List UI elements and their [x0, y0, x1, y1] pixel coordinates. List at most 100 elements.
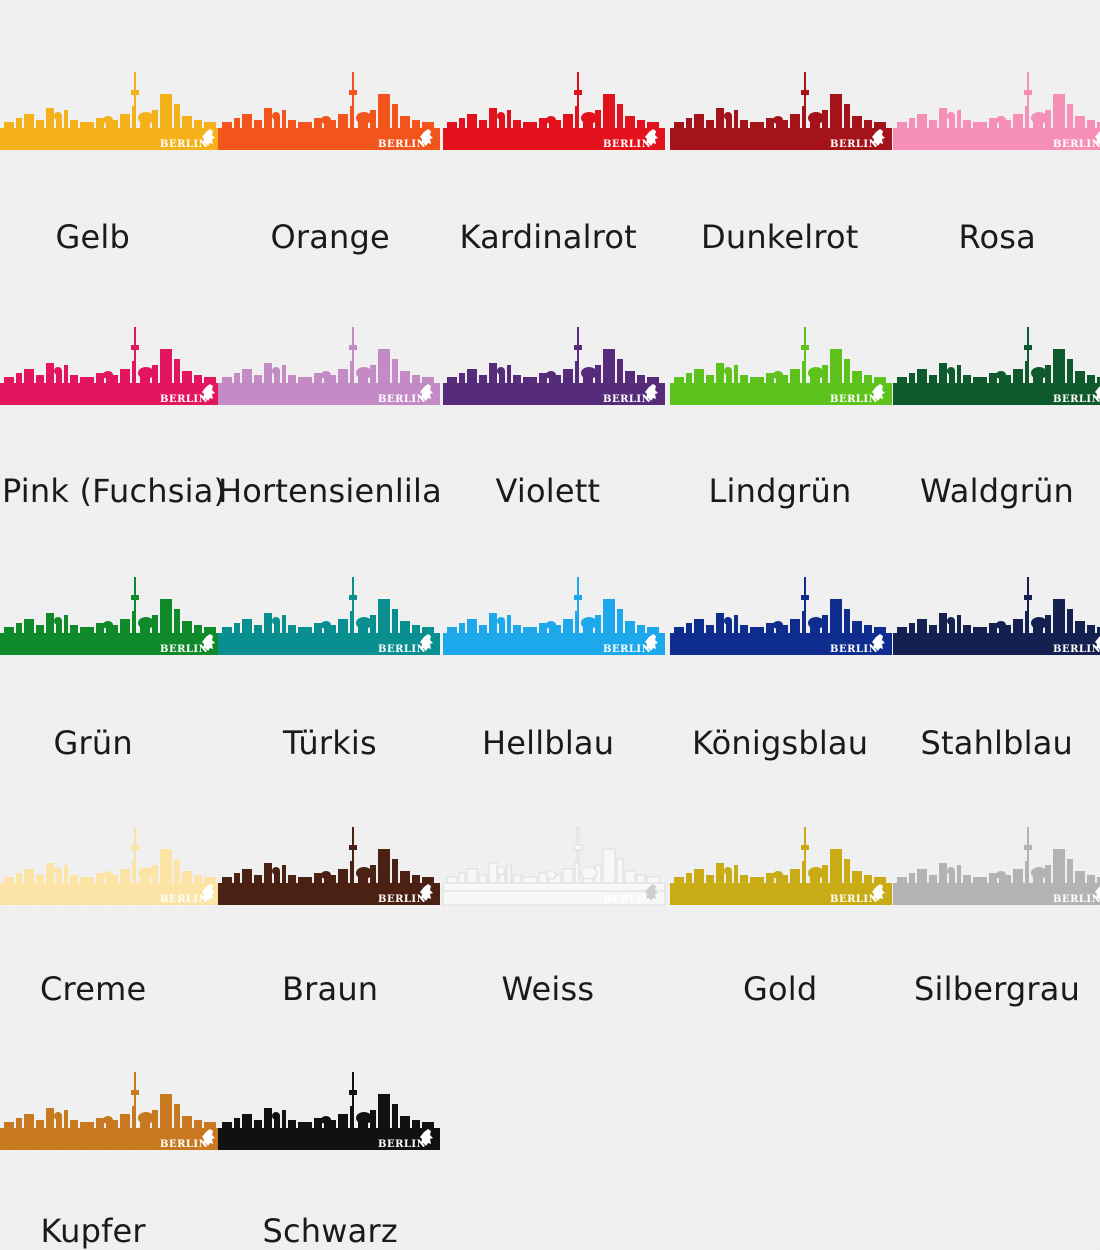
color-swatch[interactable]: BERLIN [893, 565, 1100, 655]
skyline-base-bar [0, 641, 222, 655]
color-swatch[interactable]: BERLIN [443, 565, 665, 655]
skyline-silhouette [670, 827, 892, 893]
color-name-label: Königsblau [692, 724, 869, 762]
skyline-base-bar [218, 1136, 440, 1150]
skyline-base-bar [443, 641, 665, 655]
color-swatch[interactable]: BERLIN [893, 315, 1100, 405]
berlin-bear-icon [1095, 131, 1100, 145]
skyline-silhouette [893, 577, 1100, 643]
berlin-wordmark: BERLIN [603, 644, 651, 655]
skyline-base-bar [893, 136, 1100, 150]
color-swatch[interactable]: BERLIN [218, 60, 440, 150]
berlin-skyline-icon: BERLIN [0, 1072, 222, 1150]
color-swatch[interactable]: BERLIN [893, 815, 1100, 905]
color-swatch[interactable]: BERLIN [218, 315, 440, 405]
skyline-silhouette [0, 72, 222, 138]
skyline-silhouette [0, 577, 222, 643]
berlin-skyline-icon: BERLIN [670, 577, 892, 655]
color-swatch[interactable]: BERLIN [218, 815, 440, 905]
skyline-base-bar [0, 891, 222, 905]
berlin-skyline-icon: BERLIN [0, 827, 222, 905]
skyline-base-bar [0, 391, 222, 405]
color-swatch[interactable]: BERLIN [0, 815, 222, 905]
berlin-bear-icon [872, 129, 885, 146]
berlin-bear-icon [645, 634, 658, 651]
skyline-base-bar [218, 391, 440, 405]
berlin-bear-icon [202, 129, 215, 146]
skyline-base-bar [0, 136, 222, 150]
color-swatch[interactable]: BERLIN [0, 60, 222, 150]
color-name-label: Kupfer [40, 1212, 146, 1250]
berlin-wordmark: BERLIN [378, 394, 426, 405]
color-swatch[interactable]: BERLIN [443, 60, 665, 150]
berlin-skyline-icon: BERLIN [893, 827, 1100, 905]
color-swatch[interactable]: BERLIN [0, 565, 222, 655]
skyline-base-bar [218, 891, 440, 905]
berlin-wordmark: BERLIN [830, 644, 878, 655]
skyline-silhouette [218, 72, 440, 138]
color-name-label: Rosa [958, 218, 1036, 256]
color-swatch[interactable]: BERLIN [442, 815, 666, 906]
berlin-bear-icon [872, 384, 885, 401]
skyline-silhouette [0, 327, 222, 393]
berlin-wordmark: BERLIN [603, 894, 651, 905]
color-name-label: Weiss [501, 970, 595, 1008]
color-name-label: Türkis [283, 724, 377, 762]
berlin-skyline-icon: BERLIN [442, 826, 666, 906]
color-name-label: Waldgrün [920, 472, 1075, 510]
color-name-label: Dunkelrot [701, 218, 859, 256]
berlin-wordmark: BERLIN [603, 139, 651, 150]
berlin-wordmark: BERLIN [378, 139, 426, 150]
skyline-base-bar [670, 891, 892, 905]
berlin-wordmark: BERLIN [160, 644, 208, 655]
berlin-skyline-icon: BERLIN [443, 327, 665, 405]
color-swatch[interactable]: BERLIN [670, 315, 892, 405]
skyline-silhouette [670, 577, 892, 643]
berlin-bear-icon [420, 1129, 433, 1146]
color-swatch[interactable]: BERLIN [893, 60, 1100, 150]
berlin-skyline-icon: BERLIN [218, 577, 440, 655]
berlin-wordmark: BERLIN [160, 894, 208, 905]
berlin-bear-icon [202, 1129, 215, 1146]
color-name-label: Hellblau [482, 724, 615, 762]
berlin-bear-icon [1095, 636, 1100, 650]
berlin-skyline-icon: BERLIN [0, 577, 222, 655]
color-swatch[interactable]: BERLIN [670, 565, 892, 655]
color-name-label: Kardinalrot [459, 218, 637, 256]
berlin-skyline-icon: BERLIN [218, 72, 440, 150]
berlin-bear-icon [420, 884, 433, 901]
color-name-label: Orange [270, 218, 390, 256]
color-swatch[interactable]: BERLIN [670, 60, 892, 150]
skyline-silhouette [443, 72, 665, 138]
color-swatch[interactable]: BERLIN [0, 1060, 222, 1150]
berlin-wordmark: BERLIN [830, 394, 878, 405]
color-name-label: Lindgrün [708, 472, 852, 510]
skyline-base-bar [893, 391, 1100, 405]
color-name-label: Pink (Fuchsia) [2, 472, 227, 510]
berlin-wordmark: BERLIN [1053, 894, 1100, 905]
berlin-bear-icon [645, 884, 658, 901]
color-name-label: Gelb [55, 218, 130, 256]
berlin-skyline-icon: BERLIN [218, 827, 440, 905]
color-swatch[interactable]: BERLIN [443, 315, 665, 405]
color-name-label: Hortensienlila [218, 472, 442, 510]
color-name-label: Creme [40, 970, 147, 1008]
color-name-label: Gold [743, 970, 818, 1008]
berlin-skyline-icon: BERLIN [670, 72, 892, 150]
berlin-wordmark: BERLIN [160, 139, 208, 150]
skyline-base-bar [218, 641, 440, 655]
berlin-wordmark: BERLIN [603, 394, 651, 405]
berlin-bear-icon [420, 384, 433, 401]
skyline-silhouette [893, 327, 1100, 393]
berlin-bear-icon [1095, 386, 1100, 400]
berlin-bear-icon [872, 634, 885, 651]
color-swatch[interactable]: BERLIN [670, 815, 892, 905]
color-swatch[interactable]: BERLIN [218, 565, 440, 655]
berlin-wordmark: BERLIN [1053, 394, 1100, 405]
color-swatch[interactable]: BERLIN [0, 315, 222, 405]
skyline-silhouette [218, 327, 440, 393]
color-swatch[interactable]: BERLIN [218, 1060, 440, 1150]
skyline-base-bar [670, 391, 892, 405]
skyline-base-bar [893, 641, 1100, 655]
